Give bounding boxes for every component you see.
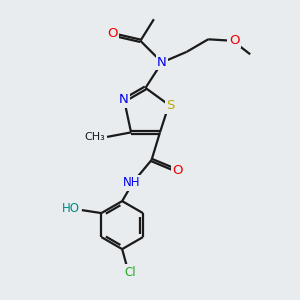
Text: N: N	[157, 56, 167, 69]
Text: S: S	[166, 99, 175, 112]
Text: CH₃: CH₃	[84, 132, 105, 142]
Text: Cl: Cl	[124, 266, 136, 279]
Text: NH: NH	[122, 176, 140, 189]
Text: O: O	[229, 34, 239, 47]
Text: O: O	[172, 164, 183, 177]
Text: N: N	[119, 93, 128, 106]
Text: O: O	[107, 27, 118, 40]
Text: HO: HO	[61, 202, 80, 215]
